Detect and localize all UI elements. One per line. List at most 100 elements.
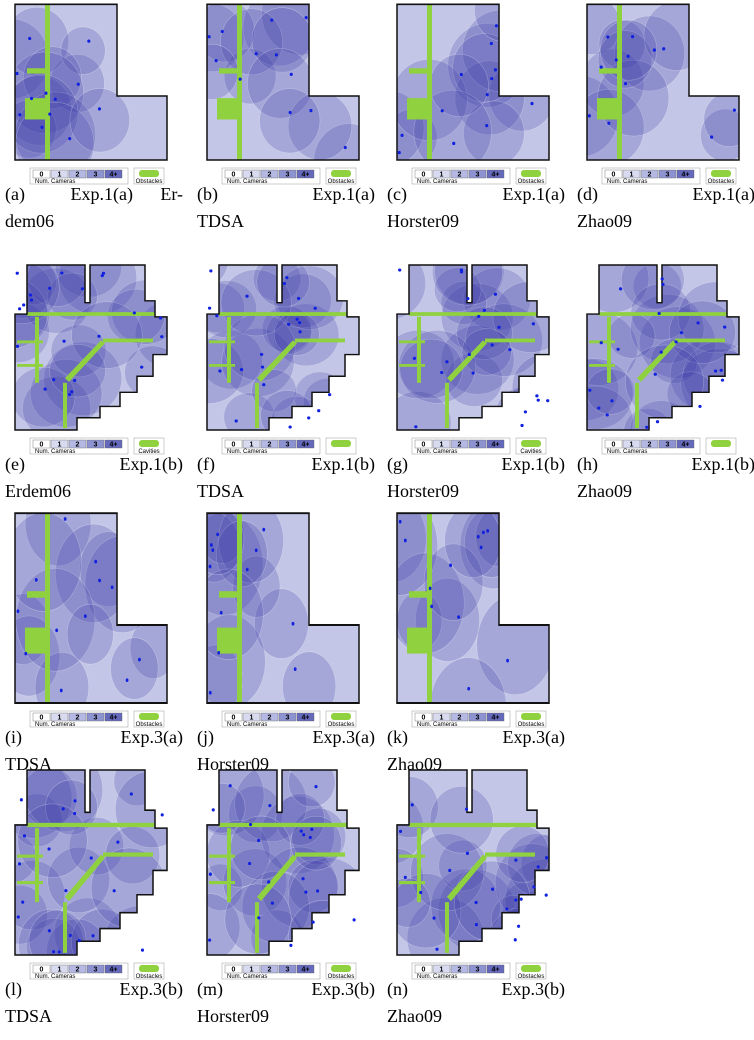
experiment: Exp.3(b) [120,979,183,1000]
legend-count: 2 [76,172,80,179]
legend-count: 0 [422,172,426,179]
camera [600,341,603,344]
legend-count: 3 [286,967,290,974]
field-of-view [507,384,556,430]
wall [485,339,535,343]
legend-count: 0 [40,715,44,722]
camera [133,311,136,314]
legend: 01234+Num. CamerasObstacles [222,711,356,728]
legend-count: 1 [58,172,62,179]
camera [480,546,483,550]
legend-title: Num. Cameras [227,974,267,980]
panel: 01234+Num. Cameras(h)Exp.1(b)Zhao09 [553,244,754,501]
floor-plan [184,499,359,721]
camera [98,579,101,583]
wall [485,852,535,856]
experiment: Exp.1(a) [693,184,754,205]
legend-green [331,965,351,972]
panel-label: (d) [577,184,598,205]
field-of-view [462,329,512,376]
wall [599,68,619,73]
camera [55,628,58,632]
wall [445,902,449,953]
camera [399,520,402,524]
wall [217,628,242,654]
legend: 01234+Num. CamerasCavities [412,438,546,455]
field-of-view [67,604,113,664]
camera [661,277,664,280]
legend-count: 0 [422,715,426,722]
camera [285,276,288,279]
floor-plan [0,4,167,185]
legend-count: 0 [612,442,616,449]
field-of-view [430,786,493,853]
camera [485,124,488,127]
camera [17,915,20,918]
camera [35,578,38,582]
legend-count: 0 [422,967,426,974]
camera [465,808,468,811]
method: dem06 [5,211,54,231]
camera [69,934,72,937]
wall [209,340,235,343]
camera [126,678,129,682]
field-of-view [260,89,320,153]
camera [54,98,57,101]
legend-green [331,170,351,177]
camera [97,335,100,338]
wall [209,881,235,884]
wall [25,628,50,654]
camera [508,348,511,351]
camera [257,916,260,919]
floor-plan [176,755,386,974]
camera [661,283,664,286]
experiment: Exp.3(b) [312,979,375,1000]
legend-count: 1 [630,172,634,179]
floor-plan [0,480,177,722]
camera [477,535,480,539]
figure: 01234+Num. CamerasObstacles(a)Exp.1(a)Er… [0,0,754,1040]
camera [419,891,422,894]
field-of-view [512,354,582,420]
wall [427,4,432,160]
camera [68,137,71,140]
experiment: Exp.1(b) [692,454,754,475]
camera [430,605,433,609]
camera [60,271,63,274]
camera [235,419,238,422]
floor-plan [542,0,754,166]
field-of-view [283,652,336,721]
legend: 01234+Num. CamerasObstacles [222,168,356,185]
panel: 01234+Num. CamerasObstacles(j)Exp.3(a)Ho… [184,499,375,774]
legend-count: 1 [250,715,254,722]
method: Erdem06 [5,481,71,501]
panel: 01234+Num. CamerasObstacles(a)Exp.1(a)Er… [0,4,183,231]
camera [698,405,701,408]
legend-title: Num. Cameras [35,179,75,185]
panel: 01234+Num. CamerasObstacles(b)Exp.1(a)TD… [181,0,384,231]
legend-count: 1 [440,172,444,179]
camera [615,58,618,61]
legend-count: 0 [40,172,44,179]
camera [399,830,402,833]
camera [161,813,164,816]
camera [221,30,224,33]
camera [411,803,414,806]
legend-count: 4+ [302,967,310,974]
camera [48,287,51,290]
experiment: Exp.1(a) [71,184,133,205]
wall [409,823,537,827]
camera [271,901,274,904]
legend-green [521,965,541,972]
camera [16,345,19,348]
camera [220,611,223,615]
legend-count: 1 [58,967,62,974]
camera [90,856,93,859]
legend: 01234+Num. CamerasObstacles [412,711,546,728]
camera [312,920,315,923]
legend-count: 0 [232,442,236,449]
camera [546,399,549,402]
legend-count: 0 [40,442,44,449]
camera [714,369,717,372]
wall [103,852,153,856]
